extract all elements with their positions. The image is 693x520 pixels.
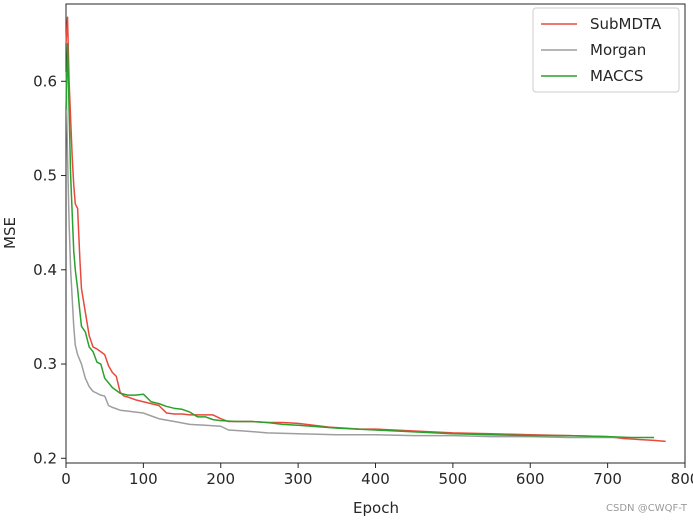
x-tick-label: 0: [61, 470, 71, 488]
x-tick-label: 700: [593, 470, 622, 488]
x-tick-label: 400: [361, 470, 390, 488]
legend: SubMDTA Morgan MACCS: [532, 7, 680, 93]
x-tick-label: 300: [284, 470, 313, 488]
legend-label-submdta: SubMDTA: [590, 15, 662, 33]
y-tick-label: 0.6: [33, 72, 57, 90]
legend-label-morgan: Morgan: [590, 41, 646, 59]
y-tick-label: 0.2: [33, 449, 57, 467]
legend-label-maccs: MACCS: [590, 67, 643, 85]
watermark: CSDN @CWQF-T: [606, 503, 687, 514]
legend-box: [532, 7, 680, 93]
y-tick-label: 0.3: [33, 355, 57, 373]
y-axis-label: MSE: [1, 217, 19, 249]
series-line-maccs: [65, 42, 655, 439]
x-tick-label: 200: [206, 470, 235, 488]
series-layer: [65, 16, 666, 443]
series-line-morgan: [65, 71, 624, 439]
x-tick-label: 500: [439, 470, 468, 488]
x-tick-label: 600: [516, 470, 545, 488]
x-tick-label: 800: [671, 470, 693, 488]
x-tick-label: 100: [129, 470, 158, 488]
x-axis-label: Epoch: [353, 499, 399, 517]
series-line-submdta: [65, 16, 666, 443]
x-axis-ticks: 0 100 200 300 400 500 600 700 800: [61, 463, 693, 488]
y-axis-ticks: 0.2 0.3 0.4 0.5 0.6: [33, 72, 66, 467]
y-tick-label: 0.4: [33, 261, 57, 279]
y-tick-label: 0.5: [33, 167, 57, 185]
